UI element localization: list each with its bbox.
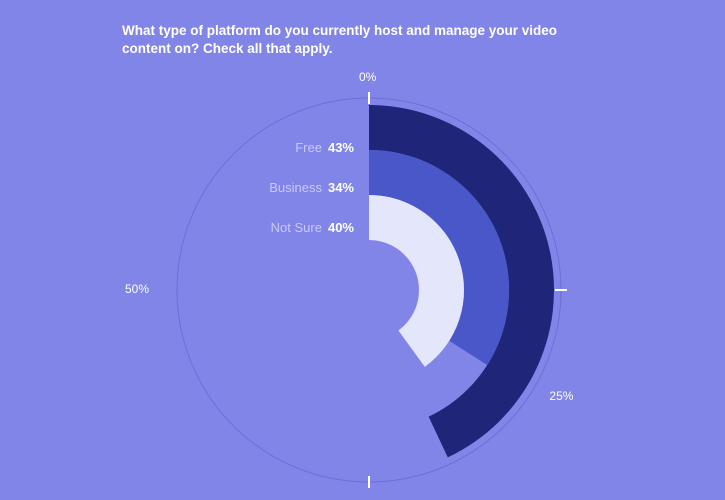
series-label-free: Free43% [295, 140, 354, 155]
axis-label-0: 0% [359, 70, 376, 84]
axis-label-25: 25% [549, 389, 573, 403]
series-label-business: Business34% [269, 180, 354, 195]
chart-title: What type of platform do you currently h… [122, 22, 602, 58]
axis-label-50: 50% [125, 282, 149, 296]
series-label-not-sure: Not Sure40% [271, 220, 354, 235]
